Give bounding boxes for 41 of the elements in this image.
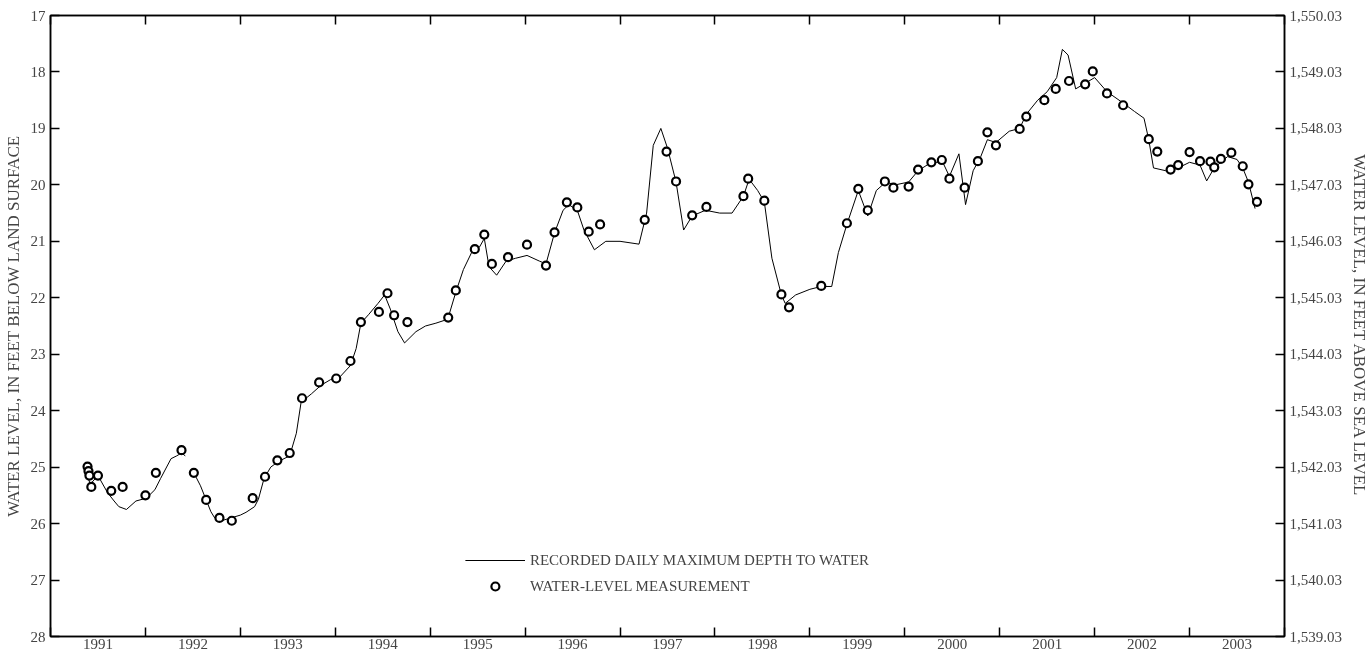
y2-tick-label: 1,540.03 xyxy=(1289,572,1342,589)
x-tick-label: 2001 xyxy=(1032,635,1063,651)
x-tick-label: 1998 xyxy=(747,635,778,651)
x-tick-label: 2003 xyxy=(1222,635,1253,651)
y-tick-label: 25 xyxy=(30,459,46,476)
y2-tick-label: 1,549.03 xyxy=(1289,63,1342,80)
x-tick-label: 1995 xyxy=(462,635,493,651)
y-tick-label: 19 xyxy=(30,120,46,137)
y2-axis-title: WATER LEVEL, IN FEET ABOVE SEA LEVEL xyxy=(1350,154,1369,496)
y-tick-label: 17 xyxy=(30,7,46,24)
y-tick-label: 28 xyxy=(30,628,46,645)
x-tick-label: 1993 xyxy=(272,635,303,651)
x-tick-label: 1992 xyxy=(177,635,208,651)
legend-label: WATER-LEVEL MEASUREMENT xyxy=(529,577,750,595)
x-tick-label: 2000 xyxy=(937,635,968,651)
legend-label: RECORDED DAILY MAXIMUM DEPTH TO WATER xyxy=(529,551,870,569)
y2-tick-label: 1,544.03 xyxy=(1289,346,1342,363)
y-tick-label: 27 xyxy=(30,572,46,589)
y2-tick-label: 1,542.03 xyxy=(1289,459,1342,476)
y2-tick-label: 1,548.03 xyxy=(1289,120,1342,137)
y2-tick-label: 1,547.03 xyxy=(1289,176,1342,193)
y-axis-title: WATER LEVEL, IN FEET BELOW LAND SURFACE xyxy=(3,135,23,517)
y-tick-label: 20 xyxy=(30,176,46,193)
x-tick-label: 2002 xyxy=(1127,635,1158,651)
y2-tick-label: 1,541.03 xyxy=(1289,515,1342,532)
y2-tick-label: 1,550.03 xyxy=(1289,7,1342,24)
x-tick-label: 1996 xyxy=(557,635,589,651)
x-tick-label: 1999 xyxy=(842,635,873,651)
y-tick-label: 26 xyxy=(30,515,46,532)
x-tick-label: 1994 xyxy=(367,635,399,651)
x-tick-label: 1997 xyxy=(652,635,683,651)
y2-tick-label: 1,546.03 xyxy=(1289,233,1342,250)
y-tick-label: 24 xyxy=(30,402,46,419)
y-tick-label: 23 xyxy=(30,346,46,363)
x-tick-label: 1991 xyxy=(82,635,113,651)
y2-tick-label: 1,545.03 xyxy=(1289,289,1342,306)
y-tick-label: 22 xyxy=(30,289,46,306)
y-tick-label: 18 xyxy=(30,63,46,80)
y2-tick-label: 1,539.03 xyxy=(1289,628,1342,645)
y-tick-label: 21 xyxy=(30,233,46,250)
y2-tick-label: 1,543.03 xyxy=(1289,402,1342,419)
